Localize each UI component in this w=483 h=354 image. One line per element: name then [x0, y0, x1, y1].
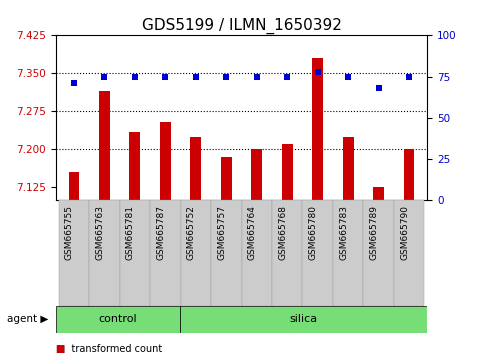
- Point: [253, 74, 261, 79]
- Bar: [99, 91, 110, 200]
- Text: GSM665763: GSM665763: [95, 205, 104, 260]
- Point: [375, 85, 383, 91]
- Bar: [282, 144, 293, 200]
- Title: GDS5199 / ILMN_1650392: GDS5199 / ILMN_1650392: [142, 18, 341, 34]
- Text: GSM665781: GSM665781: [126, 205, 135, 260]
- Text: ■  transformed count: ■ transformed count: [56, 344, 162, 354]
- Point: [161, 74, 169, 79]
- Bar: [343, 137, 354, 200]
- Bar: [211, 200, 242, 306]
- Bar: [89, 200, 120, 306]
- Bar: [181, 200, 211, 306]
- Text: GSM665780: GSM665780: [309, 205, 318, 260]
- Bar: [242, 200, 272, 306]
- Text: GSM665787: GSM665787: [156, 205, 165, 260]
- Bar: [160, 121, 170, 200]
- Point: [192, 74, 199, 79]
- Text: GSM665783: GSM665783: [339, 205, 348, 260]
- Point: [222, 74, 230, 79]
- Bar: [404, 149, 414, 200]
- Point: [284, 74, 291, 79]
- Bar: [190, 137, 201, 200]
- Bar: [180, 306, 427, 333]
- Text: GSM665757: GSM665757: [217, 205, 226, 260]
- Bar: [252, 149, 262, 200]
- Bar: [69, 172, 79, 200]
- Bar: [56, 306, 180, 333]
- Point: [344, 74, 352, 79]
- Bar: [120, 200, 150, 306]
- Text: agent ▶: agent ▶: [7, 314, 49, 325]
- Point: [70, 80, 78, 86]
- Text: control: control: [98, 314, 137, 325]
- Bar: [373, 187, 384, 200]
- Bar: [221, 157, 231, 200]
- Text: GSM665764: GSM665764: [248, 205, 257, 260]
- Bar: [363, 200, 394, 306]
- Text: silica: silica: [289, 314, 317, 325]
- Text: GSM665789: GSM665789: [369, 205, 379, 260]
- Text: GSM665790: GSM665790: [400, 205, 409, 260]
- Bar: [313, 58, 323, 200]
- Point: [314, 69, 322, 74]
- Point: [405, 74, 413, 79]
- Bar: [58, 200, 89, 306]
- Bar: [333, 200, 363, 306]
- Bar: [394, 200, 425, 306]
- Bar: [302, 200, 333, 306]
- Text: GSM665752: GSM665752: [187, 205, 196, 260]
- Text: GSM665755: GSM665755: [65, 205, 74, 260]
- Bar: [129, 132, 140, 200]
- Text: GSM665768: GSM665768: [278, 205, 287, 260]
- Point: [100, 74, 108, 79]
- Text: ■: ■: [56, 344, 65, 354]
- Bar: [272, 200, 302, 306]
- Bar: [150, 200, 181, 306]
- Point: [131, 74, 139, 79]
